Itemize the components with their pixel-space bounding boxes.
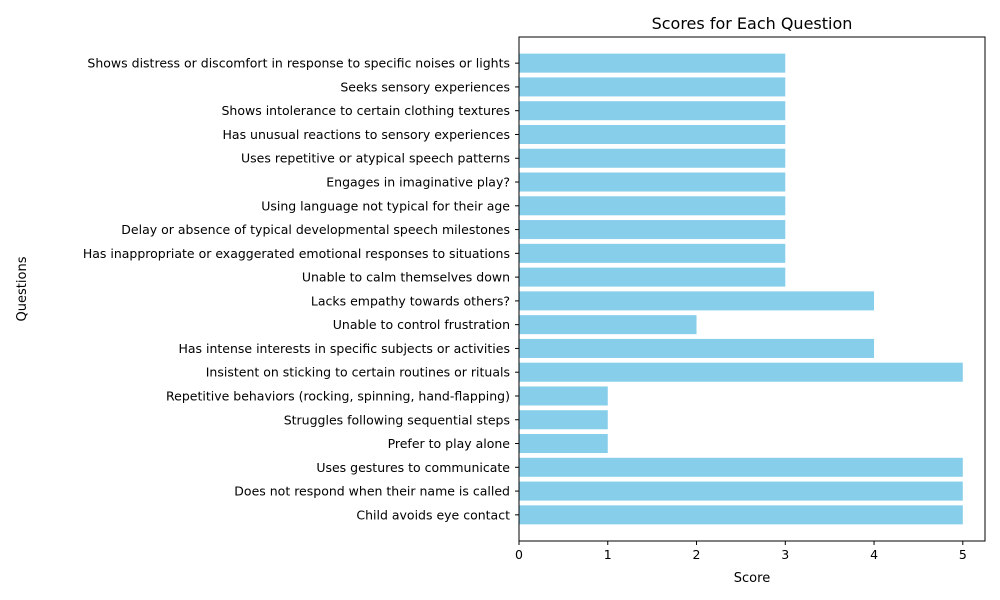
chart-title: Scores for Each Question <box>652 14 853 33</box>
y-axis-ticks: Child avoids eye contact Does not respond… <box>83 56 519 522</box>
bar <box>519 505 963 525</box>
y-tick-label: Has inappropriate or exaggerated emotion… <box>83 246 510 261</box>
y-tick-label: Has intense interests in specific subjec… <box>178 341 510 356</box>
bar <box>519 291 875 311</box>
y-tick-label: Shows distress or discomfort in response… <box>87 56 510 71</box>
y-tick-label: Shows intolerance to certain clothing te… <box>221 103 510 118</box>
bar <box>519 434 608 454</box>
x-tick-label: 4 <box>870 547 878 562</box>
bar <box>519 101 786 121</box>
bar <box>519 386 608 406</box>
y-tick-label: Seeks sensory experiences <box>340 79 510 94</box>
y-tick-label: Prefer to play alone <box>388 436 511 451</box>
bar <box>519 267 786 287</box>
y-tick-label: Using language not typical for their age <box>261 198 510 213</box>
y-tick-label: Does not respond when their name is call… <box>234 484 510 499</box>
bar <box>519 53 786 73</box>
y-tick-label: Engages in imaginative play? <box>326 175 510 190</box>
bar <box>519 362 963 382</box>
x-tick-label: 5 <box>959 547 967 562</box>
x-tick-label: 0 <box>515 547 523 562</box>
x-tick-label: 2 <box>693 547 701 562</box>
bar <box>519 315 697 335</box>
y-axis-label: Questions <box>15 256 30 321</box>
y-tick-label: Has unusual reactions to sensory experie… <box>223 127 510 142</box>
plot-area-frame <box>518 36 986 542</box>
bar <box>519 481 963 501</box>
y-tick-label: Child avoids eye contact <box>356 507 510 522</box>
y-tick-label: Delay or absence of typical developmenta… <box>121 222 510 237</box>
bar <box>519 220 786 240</box>
bar <box>519 148 786 168</box>
y-tick-label: Repetitive behaviors (rocking, spinning,… <box>166 388 510 403</box>
y-tick-label: Lacks empathy towards others? <box>311 293 510 308</box>
bar <box>519 243 786 263</box>
bar <box>519 338 875 358</box>
y-tick-label: Unable to control frustration <box>333 317 510 332</box>
y-tick-label: Struggles following sequential steps <box>284 412 510 427</box>
bar <box>519 77 786 97</box>
bar <box>519 196 786 216</box>
bar <box>519 124 786 144</box>
bar <box>519 410 608 430</box>
bar <box>519 172 786 192</box>
bars-group <box>519 53 963 525</box>
y-tick-label: Unable to calm themselves down <box>302 270 510 285</box>
x-tick-label: 1 <box>604 547 612 562</box>
y-tick-label: Insistent on sticking to certain routine… <box>206 365 510 380</box>
y-tick-label: Uses repetitive or atypical speech patte… <box>241 151 510 166</box>
y-tick-label: Uses gestures to communicate <box>316 460 510 475</box>
bar <box>519 457 963 477</box>
x-tick-label: 3 <box>781 547 789 562</box>
x-axis-ticks: 0 1 2 3 4 5 <box>515 541 967 562</box>
x-axis-label: Score <box>734 571 770 586</box>
